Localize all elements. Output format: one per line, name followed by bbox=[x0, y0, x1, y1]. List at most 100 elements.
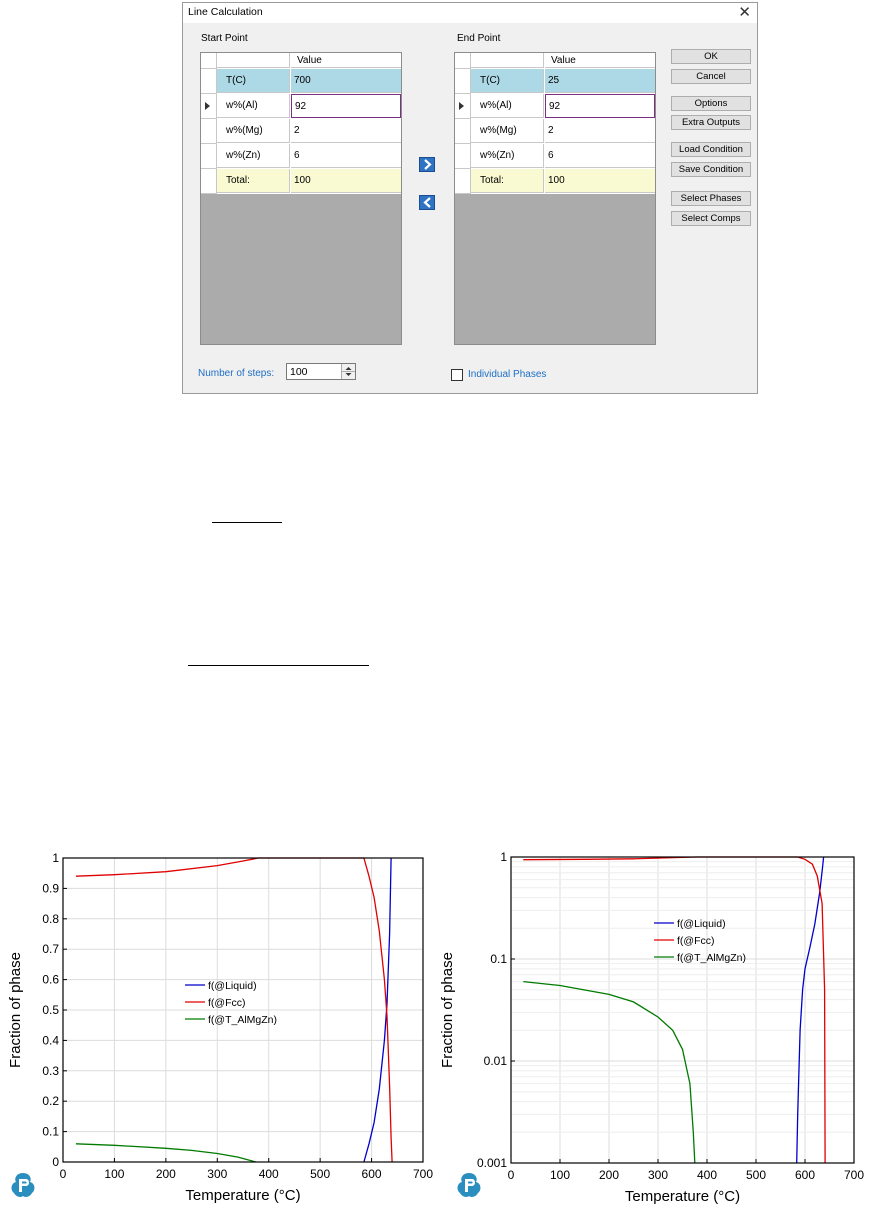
row-header-cell bbox=[201, 53, 217, 69]
number-of-steps-value[interactable]: 100 bbox=[290, 366, 308, 378]
condition-name: w%(Mg) bbox=[471, 119, 544, 143]
plot-area bbox=[511, 857, 854, 1163]
row-header-cell bbox=[455, 94, 471, 119]
x-tick-label: 300 bbox=[207, 1167, 227, 1181]
row-header-cell bbox=[455, 169, 471, 194]
total-label: Total: bbox=[471, 169, 544, 193]
select-comps-button[interactable]: Select Comps bbox=[671, 211, 751, 226]
legend-label: f(@Liquid) bbox=[208, 980, 257, 992]
x-axis-label: Temperature (°C) bbox=[625, 1188, 740, 1205]
pandat-logo-icon bbox=[11, 1173, 35, 1197]
legend-label: f(@Fcc) bbox=[677, 935, 714, 947]
x-tick-label: 700 bbox=[413, 1167, 433, 1181]
phase-fraction-chart-linear: 0 100 200 300 400 500 600 700 0 0.1 0.2 0.3 0.4 0.5 0.… bbox=[7, 851, 433, 1204]
spin-up-down-icon[interactable] bbox=[342, 364, 355, 379]
options-button[interactable]: Options bbox=[671, 96, 751, 111]
dialog-title: Line Calculation bbox=[188, 6, 263, 18]
condition-name: w%(Zn) bbox=[217, 144, 290, 168]
condition-value-editing[interactable]: 92 bbox=[545, 94, 655, 118]
condition-value[interactable]: 700 bbox=[291, 69, 401, 93]
table-row[interactable]: T(C) 25 bbox=[455, 69, 655, 94]
condition-name: T(C) bbox=[471, 69, 544, 93]
row-header-cell bbox=[201, 69, 217, 94]
condition-value[interactable]: 2 bbox=[545, 119, 655, 143]
y-tick-label: 1 bbox=[52, 851, 59, 865]
x-tick-label: 100 bbox=[104, 1167, 124, 1181]
start-point-grid[interactable]: Value T(C) 700 w%(Al) 92 w%(Mg) 2 w%(Zn)… bbox=[200, 52, 402, 345]
underline-mark bbox=[212, 522, 282, 523]
x-tick-label: 0 bbox=[508, 1168, 515, 1182]
y-tick-label: 0.8 bbox=[42, 912, 59, 926]
series-line-f(@Liquid) bbox=[363, 857, 392, 1163]
table-row[interactable]: w%(Mg) 2 bbox=[201, 119, 401, 144]
table-row[interactable]: w%(Al) 92 bbox=[201, 94, 401, 119]
row-header-cell bbox=[455, 69, 471, 94]
condition-name: w%(Mg) bbox=[217, 119, 290, 143]
value-column-header: Value bbox=[291, 53, 401, 68]
y-axis-label: Fraction of phase bbox=[7, 952, 24, 1068]
x-tick-label: 500 bbox=[746, 1168, 766, 1182]
y-tick-label: 0.3 bbox=[42, 1064, 59, 1078]
save-condition-button[interactable]: Save Condition bbox=[671, 162, 751, 177]
number-of-steps-spinner[interactable]: 100 bbox=[286, 363, 356, 380]
ok-button[interactable]: OK bbox=[671, 49, 751, 64]
load-condition-button[interactable]: Load Condition bbox=[671, 142, 751, 157]
underline-mark bbox=[188, 665, 369, 666]
y-tick-label: 0.1 bbox=[42, 1125, 59, 1139]
y-tick-label: 0.4 bbox=[42, 1033, 59, 1047]
x-tick-label: 500 bbox=[310, 1167, 330, 1181]
cancel-button[interactable]: Cancel bbox=[671, 69, 751, 84]
condition-value[interactable]: 6 bbox=[291, 144, 401, 168]
close-icon[interactable]: ✕ bbox=[738, 4, 751, 21]
number-of-steps-label: Number of steps: bbox=[198, 368, 275, 379]
x-tick-label: 100 bbox=[550, 1168, 570, 1182]
y-tick-label: 0.9 bbox=[42, 881, 59, 895]
name-header-cell bbox=[471, 53, 544, 68]
legend-label: f(@Fcc) bbox=[208, 997, 245, 1009]
y-tick-label: 0.001 bbox=[477, 1156, 507, 1170]
table-row[interactable]: w%(Zn) 6 bbox=[201, 144, 401, 169]
total-row: Total: 100 bbox=[455, 169, 655, 194]
table-row[interactable]: w%(Zn) 6 bbox=[455, 144, 655, 169]
condition-value[interactable]: 2 bbox=[291, 119, 401, 143]
condition-value[interactable]: 25 bbox=[545, 69, 655, 93]
row-header-cell bbox=[201, 144, 217, 169]
title-bar[interactable]: Line Calculation ✕ bbox=[183, 3, 757, 23]
condition-name: w%(Al) bbox=[471, 94, 544, 118]
copy-to-end-button[interactable] bbox=[419, 157, 435, 172]
individual-phases-checkbox[interactable] bbox=[451, 369, 463, 381]
grid-header-row: Value bbox=[455, 53, 655, 69]
individual-phases-label[interactable]: Individual Phases bbox=[468, 369, 547, 380]
chevron-right-icon bbox=[424, 159, 432, 170]
table-row[interactable]: T(C) 700 bbox=[201, 69, 401, 94]
end-point-grid[interactable]: Value T(C) 25 w%(Al) 92 w%(Mg) 2 w%(Zn) … bbox=[454, 52, 656, 345]
total-value: 100 bbox=[291, 169, 401, 193]
y-tick-label: 0 bbox=[52, 1155, 59, 1169]
total-value: 100 bbox=[545, 169, 655, 193]
x-tick-label: 300 bbox=[648, 1168, 668, 1182]
phase-fraction-chart-log: 0 100 200 300 400 500 600 700 0.001 0.01 0.1 1 f(@Li… bbox=[439, 850, 864, 1205]
series-line-f(@Liquid) bbox=[796, 856, 825, 1164]
series-line-f(@Fcc) bbox=[75, 857, 393, 1163]
condition-value[interactable]: 6 bbox=[545, 144, 655, 168]
condition-name: T(C) bbox=[217, 69, 290, 93]
x-tick-label: 0 bbox=[60, 1167, 67, 1181]
condition-value-editing[interactable]: 92 bbox=[291, 94, 401, 118]
row-header-cell bbox=[455, 119, 471, 144]
row-header-cell bbox=[201, 169, 217, 194]
end-point-label: End Point bbox=[457, 33, 501, 44]
select-phases-button[interactable]: Select Phases bbox=[671, 191, 751, 206]
x-tick-label: 200 bbox=[156, 1167, 176, 1181]
y-axis-label: Fraction of phase bbox=[439, 952, 456, 1068]
row-header-cell bbox=[201, 119, 217, 144]
table-row[interactable]: w%(Mg) 2 bbox=[455, 119, 655, 144]
line-calculation-dialog: Line Calculation ✕ Start Point End Point… bbox=[182, 2, 758, 394]
spinner-arrows[interactable] bbox=[341, 364, 355, 379]
y-tick-label: 0.7 bbox=[42, 942, 59, 956]
x-tick-label: 600 bbox=[362, 1167, 382, 1181]
y-tick-label: 0.6 bbox=[42, 973, 59, 987]
row-header-cell bbox=[201, 94, 217, 119]
extra-outputs-button[interactable]: Extra Outputs bbox=[671, 115, 751, 130]
copy-to-start-button[interactable] bbox=[419, 195, 435, 210]
table-row[interactable]: w%(Al) 92 bbox=[455, 94, 655, 119]
